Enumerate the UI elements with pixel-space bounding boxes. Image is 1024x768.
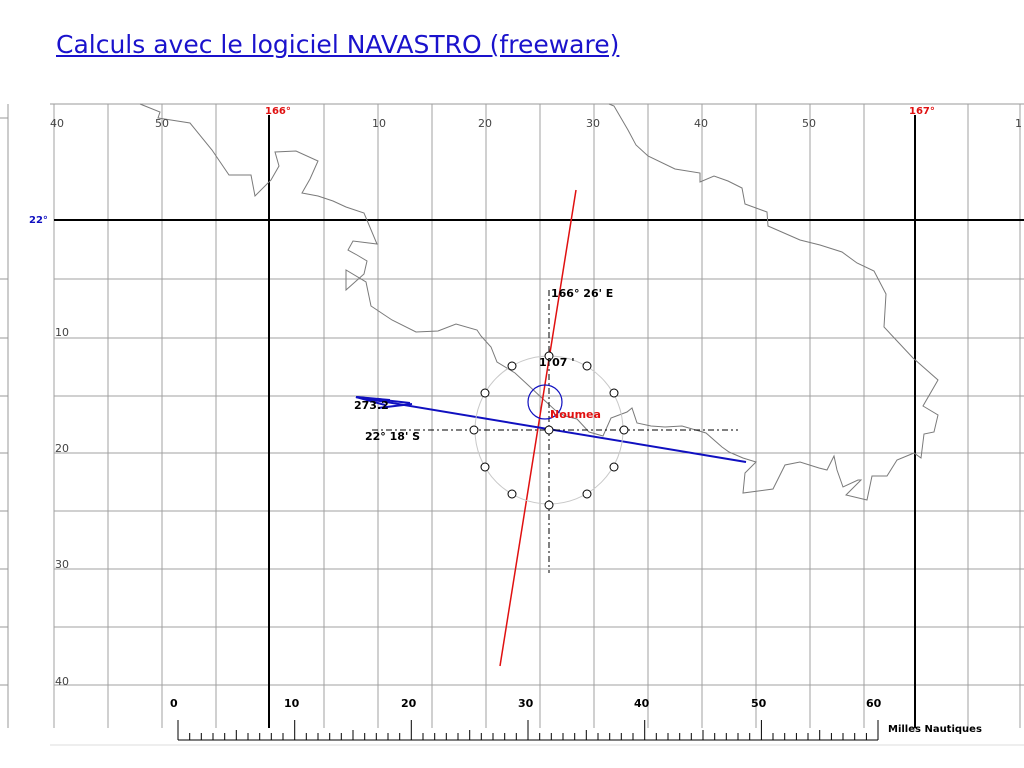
svg-text:50: 50: [751, 697, 767, 710]
blue-arrowhead: [355, 396, 413, 409]
latitude-annotation: 22° 18' S: [365, 430, 420, 443]
longitude-annotation: 166° 26' E: [551, 287, 613, 300]
svg-text:60: 60: [866, 697, 882, 710]
angle-annotation: 1°07 ': [539, 356, 575, 369]
svg-text:Milles Nautiques: Milles Nautiques: [888, 724, 982, 735]
lon-166-label: 166°: [265, 106, 291, 117]
vertical-gridlines: [53, 104, 1021, 728]
svg-text:30: 30: [55, 558, 69, 571]
svg-text:40: 40: [694, 117, 708, 130]
blue-position-circle: [527, 384, 563, 420]
left-ticks: [0, 104, 9, 728]
svg-text:0: 0: [170, 697, 178, 710]
svg-text:40: 40: [634, 697, 650, 710]
svg-text:10: 10: [55, 326, 69, 339]
svg-text:40: 40: [55, 675, 69, 688]
noumea-marker: [544, 425, 554, 435]
bearing-annotation: 273.2: [354, 399, 389, 412]
svg-text:50: 50: [155, 117, 169, 130]
left-minute-labels: 10 20 30 40: [55, 326, 69, 688]
svg-text:1: 1: [1015, 117, 1022, 130]
svg-text:50: 50: [802, 117, 816, 130]
circle-markers: [469, 351, 629, 510]
top-minute-labels: 40 50 10 20 30 40 50 1: [50, 117, 1022, 130]
svg-text:40: 40: [50, 117, 64, 130]
degree-lines: [54, 115, 1024, 728]
svg-text:20: 20: [478, 117, 492, 130]
lat-22-label: 22°: [29, 215, 48, 226]
lon-167-label: 167°: [909, 106, 935, 117]
svg-text:30: 30: [518, 697, 534, 710]
noumea-label: Noumea: [550, 408, 601, 421]
horizontal-gridlines: [54, 278, 1024, 686]
svg-text:20: 20: [401, 697, 417, 710]
svg-text:10: 10: [372, 117, 386, 130]
slide-title[interactable]: Calculs avec le logiciel NAVASTRO (freew…: [56, 30, 620, 59]
svg-text:10: 10: [284, 697, 300, 710]
svg-text:20: 20: [55, 442, 69, 455]
svg-text:30: 30: [586, 117, 600, 130]
distance-scale: 0 10 20 30 40 50 60 Milles Nautiques: [170, 697, 982, 741]
coastline: [139, 103, 939, 501]
